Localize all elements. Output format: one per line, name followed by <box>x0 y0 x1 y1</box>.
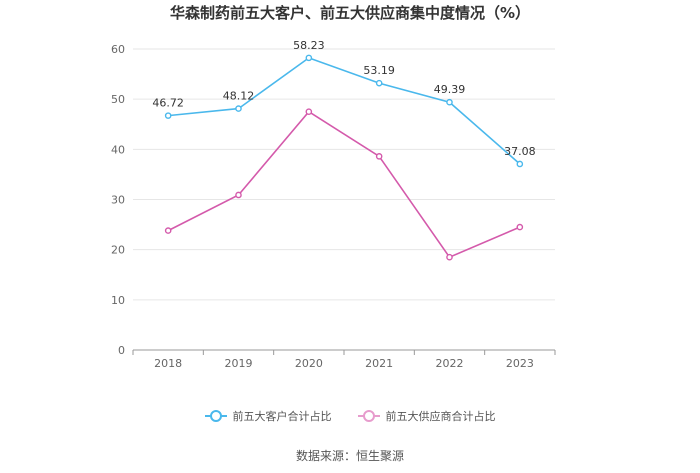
data-point-0 <box>446 98 453 106</box>
x-tick-label: 2018 <box>154 357 182 370</box>
data-point-0 <box>235 105 242 112</box>
data-point-1 <box>516 223 524 231</box>
data-label: 49.39 <box>434 83 466 96</box>
data-point-0 <box>516 160 524 168</box>
x-tick-label: 2019 <box>225 357 253 370</box>
series-line-1 <box>167 110 521 259</box>
data-point-0 <box>375 79 383 87</box>
line-chart: 0 10 20 30 40 50 60 2018 2019 2020 2021 2022 2023 46.… <box>111 39 556 370</box>
data-label: 53.19 <box>363 64 395 77</box>
legend: 前五大客户合计占比 前五大供应商合计占比 <box>0 408 700 424</box>
legend-marker-customers-icon <box>204 410 227 422</box>
y-tick-label: 60 <box>111 43 125 56</box>
data-point-0 <box>164 112 172 119</box>
data-label: 58.23 <box>293 39 325 52</box>
y-tick-label: 20 <box>111 244 125 257</box>
y-tick-label: 50 <box>111 93 125 106</box>
legend-marker-suppliers-icon <box>357 410 380 422</box>
data-label: 46.72 <box>152 97 184 110</box>
data-label: 37.08 <box>504 145 536 158</box>
y-tick-label: 30 <box>111 194 125 207</box>
legend-label-customers: 前五大客户合计占比 <box>232 410 332 423</box>
data-point-1 <box>446 253 453 261</box>
x-tick-label: 2021 <box>365 357 393 370</box>
x-tick-label: 2022 <box>436 357 464 370</box>
y-tick-label: 10 <box>111 294 125 307</box>
data-point-1 <box>375 153 383 160</box>
chart-title: 华森制药前五大客户、前五大供应商集中度情况（%） <box>169 4 531 22</box>
series-line-0 <box>168 56 521 165</box>
data-point-1 <box>305 108 313 116</box>
legend-label-suppliers: 前五大供应商合计占比 <box>385 410 496 423</box>
x-tick-label: 2020 <box>295 357 323 370</box>
legend-item-customers[interactable]: 前五大客户合计占比 <box>204 408 332 424</box>
data-point-0 <box>305 54 313 62</box>
legend-item-suppliers[interactable]: 前五大供应商合计占比 <box>357 408 496 424</box>
data-point-1 <box>164 227 172 234</box>
y-tick-label: 0 <box>118 344 125 357</box>
data-label: 48.12 <box>223 90 255 103</box>
y-tick-label: 40 <box>111 143 125 156</box>
data-point-1 <box>235 191 242 199</box>
x-tick-label: 2023 <box>506 357 534 370</box>
source-note: 数据来源：恒生聚源 <box>295 449 404 463</box>
